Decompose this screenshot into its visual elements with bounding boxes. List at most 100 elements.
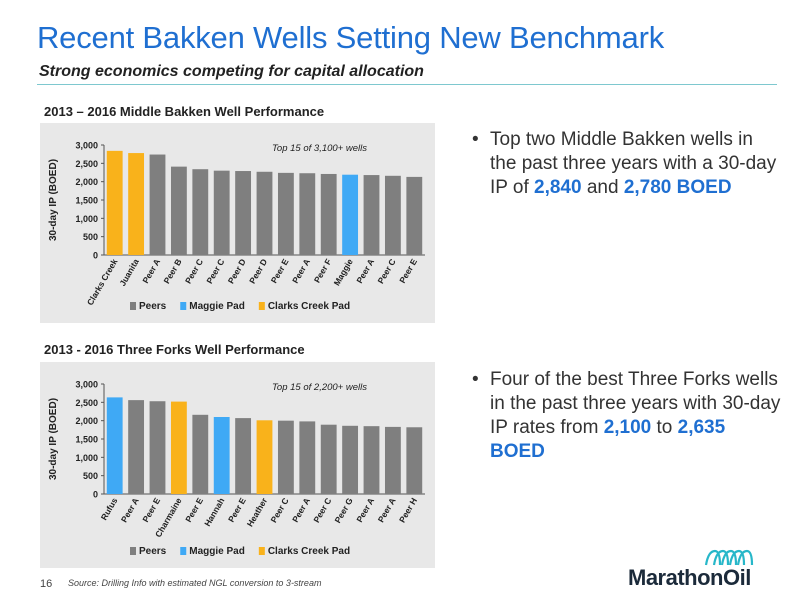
bar-clarks [170, 401, 187, 494]
page-subtitle: Strong economics competing for capital a… [39, 63, 424, 80]
bullet-dot: • [472, 129, 479, 150]
bullet-run: and [581, 177, 624, 198]
bar-clarks [106, 150, 123, 255]
x-tick-label: Peer A [119, 496, 141, 524]
bar-peers [170, 166, 187, 255]
y-tick-label: 2,000 [75, 416, 98, 426]
x-tick-label: Peer G [332, 496, 355, 525]
x-tick-label: Peer D [226, 257, 248, 285]
y-tick-label: 1,000 [75, 453, 98, 463]
x-tick-label: Peer E [140, 496, 162, 524]
legend-swatch-maggie [180, 547, 187, 555]
marathon-oil-logo: MarathonOil [628, 547, 788, 592]
bar-peers [235, 171, 252, 255]
x-tick-label: Heather [245, 495, 270, 528]
x-tick-label: Peer C [269, 496, 291, 524]
bar-peers [149, 154, 166, 255]
bar-peers [277, 172, 294, 255]
x-tick-label: Peer E [183, 496, 205, 524]
bar-peers [235, 418, 252, 494]
x-tick-label: Maggie [332, 257, 355, 288]
x-tick-label: Peer E [397, 257, 419, 285]
bullet-middle-bakken: • Top two Middle Bakken wells in the pas… [472, 128, 782, 200]
y-tick-label: 500 [83, 232, 98, 242]
y-tick-label: 1,500 [75, 196, 98, 206]
bar-peers [363, 175, 380, 255]
x-tick-label: Peer D [247, 257, 269, 285]
bullet-highlight: 2,635 BOED [490, 417, 726, 462]
x-tick-label: Clarks Creek [85, 257, 120, 307]
middle-bakken-bar-chart: 30-day IP (BOED) 0 500 1,000 1,500 2,000 2,500… [48, 141, 425, 312]
bar-peers [192, 414, 209, 494]
x-tick-label: Peer H [397, 496, 419, 524]
bullet-highlight: 2,840 [534, 177, 582, 198]
bar-peers [213, 170, 230, 255]
page-number: 16 [40, 578, 53, 590]
legend-swatch-clarks [258, 547, 265, 555]
legend-label-maggie: Maggie Pad [189, 546, 245, 557]
x-tick-label: Hannah [202, 496, 226, 528]
bullet-text: Top two Middle Bakken wells in the past … [472, 128, 782, 200]
bullet-dot: • [472, 369, 479, 390]
bar-peers [384, 175, 401, 255]
x-tick-label: Peer A [354, 496, 376, 524]
bar-peers [320, 424, 337, 494]
x-tick-label: Peer E [269, 257, 291, 285]
bar-peers [277, 420, 294, 494]
y-tick-label: 2,500 [75, 398, 98, 408]
y-axis-label: 30-day IP (BOED) [48, 159, 59, 241]
three-forks-bar-chart: 30-day IP (BOED) 0 500 1,000 1,500 2,000 2,500… [48, 380, 425, 557]
bar-maggie [213, 417, 230, 494]
bar-peers [384, 426, 401, 494]
bar-peers [149, 401, 166, 494]
bullet-run: Four of the best Three Forks wells in th… [490, 369, 781, 438]
bar-peers [299, 173, 316, 255]
x-tick-label: Peer A [290, 257, 312, 285]
x-tick-label: Peer C [204, 257, 226, 285]
chart-annotation: Top 15 of 2,200+ wells [272, 382, 367, 393]
x-tick-label: Peer E [226, 496, 248, 524]
legend-label-clarks: Clarks Creek Pad [268, 301, 350, 312]
bullet-run: Top two Middle Bakken wells in the past … [490, 129, 777, 198]
chart-title-middle-bakken: 2013 – 2016 Middle Bakken Well Performan… [44, 104, 325, 119]
bar-clarks [256, 420, 273, 494]
page-title: Recent Bakken Wells Setting New Benchmar… [37, 20, 665, 55]
bullet-text: Four of the best Three Forks wells in th… [472, 368, 782, 464]
legend-swatch-clarks [258, 302, 265, 310]
y-tick-label: 0 [93, 251, 98, 261]
bar-maggie [342, 174, 359, 255]
bar-peers [342, 425, 359, 494]
chart-title-three-forks: 2013 - 2016 Three Forks Well Performance [44, 342, 305, 357]
bar-peers [299, 421, 316, 494]
x-tick-label: Juanita [117, 257, 141, 288]
y-tick-label: 2,000 [75, 177, 98, 187]
bar-peers [128, 400, 145, 494]
logo-wave-icon [704, 549, 754, 566]
legend-label-peers: Peers [139, 301, 167, 312]
x-tick-label: Peer A [376, 496, 398, 524]
chart-panel-middle-bakken: 30-day IP (BOED) 0 500 1,000 1,500 2,000 2,500… [40, 123, 435, 323]
y-tick-label: 0 [93, 490, 98, 500]
legend-label-clarks: Clarks Creek Pad [268, 546, 350, 557]
y-axis-label: 30-day IP (BOED) [48, 398, 59, 480]
bar-maggie [106, 397, 123, 494]
bullet-highlight: 2,100 [603, 417, 652, 438]
title-divider [37, 84, 777, 85]
bullet-highlight: 2,780 BOED [623, 177, 732, 198]
x-tick-label: Peer C [376, 257, 398, 285]
x-tick-label: Peer C [311, 496, 333, 524]
x-tick-label: Peer A [354, 257, 376, 285]
x-tick-label: Peer A [140, 257, 162, 285]
bar-peers [406, 427, 423, 494]
source-note: Source: Drilling Info with estimated NGL… [68, 578, 322, 588]
y-tick-label: 1,000 [75, 214, 98, 224]
bar-peers [192, 169, 209, 255]
y-tick-label: 500 [83, 471, 98, 481]
bar-peers [256, 171, 273, 255]
legend-swatch-peers [130, 547, 136, 555]
x-tick-label: Peer B [162, 257, 184, 285]
bar-clarks [128, 153, 145, 255]
legend-swatch-maggie [180, 302, 187, 310]
bar-peers [363, 426, 380, 494]
bar-peers [406, 176, 423, 255]
